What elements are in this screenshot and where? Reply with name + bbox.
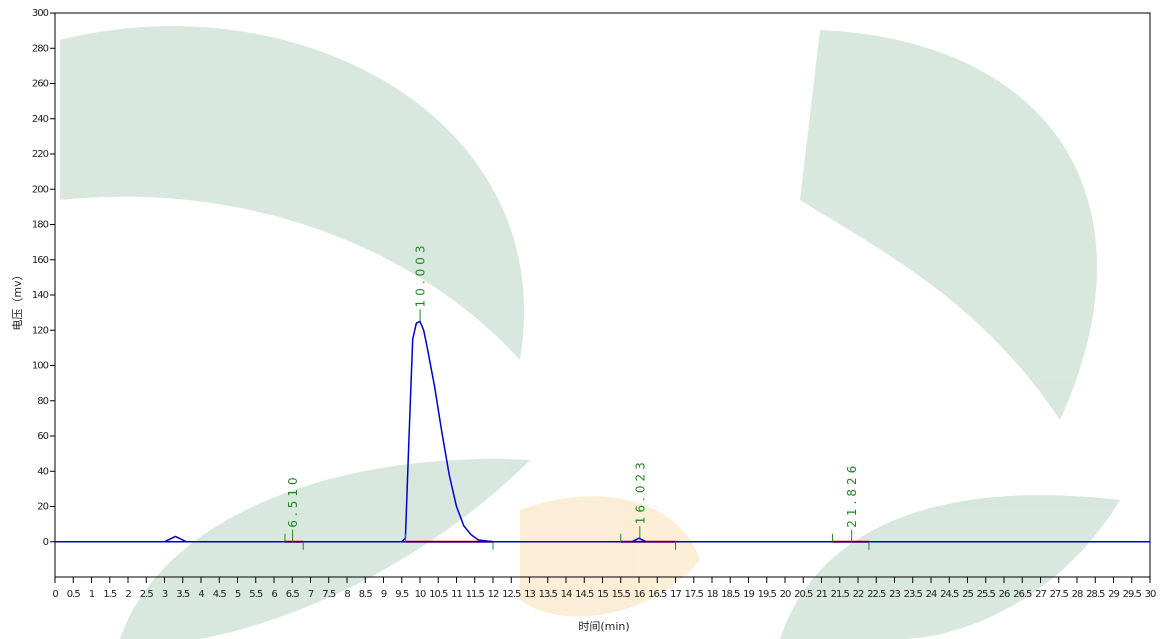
x-tick-label: 23.5 [904,589,923,600]
y-tick-label: 220 [32,149,49,160]
y-tick-label: 80 [37,396,48,407]
watermark [60,26,1120,639]
x-tick-label: 22.5 [867,589,886,600]
x-tick-label: 28 [1072,589,1083,600]
x-tick-label: 1 [89,589,95,600]
y-tick-label: 140 [32,290,49,301]
x-tick-label: 7.5 [322,589,336,600]
x-tick-label: 20.5 [794,589,813,600]
x-tick-label: 5 [235,589,241,600]
x-tick-label: 7 [308,589,314,600]
peak-label: 21.826 [845,462,859,528]
x-tick-label: 5.5 [249,589,263,600]
y-axis-label: 电压（mv） [11,269,24,330]
y-tick-label: 200 [32,184,49,195]
x-tick-label: 24 [926,589,937,600]
x-tick-label: 18.5 [721,589,740,600]
x-tick-label: 28.5 [1086,589,1105,600]
x-tick-label: 10 [415,589,426,600]
x-tick-label: 1.5 [103,589,117,600]
x-tick-label: 3 [162,589,168,600]
x-tick-label: 25 [962,589,973,600]
y-tick-label: 120 [32,325,49,336]
x-tick-label: 19.5 [758,589,777,600]
x-tick-label: 14.5 [575,589,594,600]
x-tick-label: 14 [561,589,572,600]
x-tick-label: 19 [743,589,754,600]
y-tick-label: 260 [32,79,49,90]
x-tick-label: 15.5 [612,589,631,600]
x-tick-label: 6 [271,589,277,600]
x-tick-label: 9.5 [395,589,409,600]
x-tick-label: 6.5 [286,589,300,600]
x-tick-label: 2.5 [140,589,154,600]
x-tick-label: 12.5 [502,589,521,600]
x-tick-label: 21 [816,589,827,600]
x-tick-label: 2 [125,589,131,600]
y-tick-label: 40 [37,466,48,477]
x-tick-label: 27 [1035,589,1046,600]
x-tick-label: 21.5 [831,589,850,600]
x-tick-label: 26 [999,589,1010,600]
y-tick-label: 100 [32,361,49,372]
y-tick-label: 240 [32,114,49,125]
x-axis-label: 时间(min) [578,620,629,633]
x-tick-label: 17 [670,589,681,600]
y-tick-label: 180 [32,220,49,231]
x-tick-label: 25.5 [977,589,996,600]
y-tick-label: 60 [37,431,48,442]
x-tick-label: 8.5 [359,589,373,600]
trace [55,320,1150,543]
y-tick-label: 0 [43,537,49,548]
x-tick-label: 4.5 [213,589,227,600]
x-tick-label: 16 [634,589,645,600]
x-tick-label: 0.5 [67,589,81,600]
x-tick-label: 10.5 [429,589,448,600]
y-tick-label: 160 [32,255,49,266]
x-tick-label: 27.5 [1050,589,1069,600]
x-tick-label: 9 [381,589,387,600]
x-tick-label: 18 [707,589,718,600]
x-tick-label: 13.5 [539,589,558,600]
peak-label: 10.003 [414,241,428,307]
x-tick-label: 13 [524,589,535,600]
x-tick-label: 26.5 [1013,589,1032,600]
x-tick-label: 30 [1145,589,1156,600]
x-tick-label: 29 [1108,589,1119,600]
x-tick-label: 24.5 [940,589,959,600]
x-tick-label: 20 [780,589,791,600]
peak-label: 16.023 [633,458,647,524]
x-tick-label: 0 [52,589,58,600]
x-tick-label: 22 [853,589,864,600]
x-tick-label: 15 [597,589,608,600]
y-tick-label: 280 [32,43,49,54]
x-tick-label: 23 [889,589,900,600]
x-tick-label: 17.5 [685,589,704,600]
y-tick-label: 300 [32,8,49,19]
x-tick-label: 4 [198,589,204,600]
x-tick-label: 8 [344,589,350,600]
x-tick-label: 29.5 [1123,589,1142,600]
x-tick-label: 12 [488,589,499,600]
peak-label: 6.510 [286,473,300,527]
y-tick-label: 20 [37,502,48,513]
x-tick-label: 16.5 [648,589,667,600]
x-tick-label: 11.5 [466,589,485,600]
x-tick-label: 11 [451,589,462,600]
x-tick-label: 3.5 [176,589,190,600]
